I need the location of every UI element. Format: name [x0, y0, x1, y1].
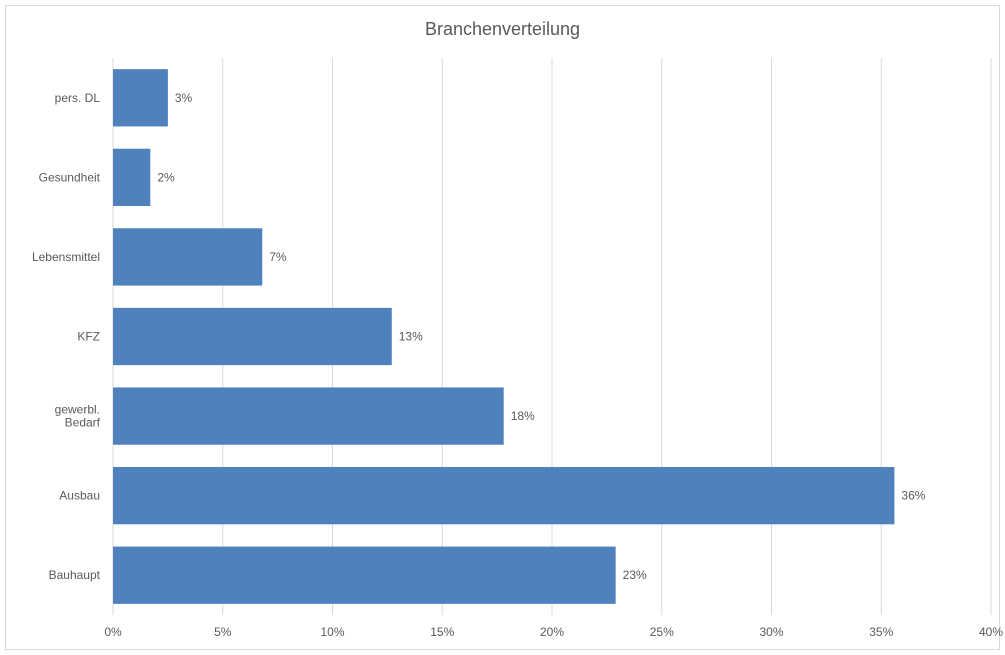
x-tick-label: 20%	[540, 625, 564, 639]
chart-title: Branchenverteilung	[424, 19, 581, 39]
x-tick-label: 10%	[320, 625, 344, 639]
data-labels: 3% 2% 7% 13% 18% 36% 23%	[157, 91, 925, 582]
bar	[113, 387, 504, 445]
category-label-line: Gesundheit	[39, 170, 101, 184]
category-label-line: Ausbau	[59, 489, 100, 503]
bar	[113, 69, 168, 127]
data-label: 23%	[623, 568, 647, 582]
category-label-line: KFZ	[77, 330, 100, 344]
bar	[113, 148, 151, 207]
category-label-line: Lebensmittel	[32, 250, 100, 264]
x-tick-label: 30%	[759, 625, 783, 639]
bar	[113, 546, 616, 604]
category-axis-labels: pers. DL Gesundheit Lebensmittel KFZ gewerbl…	[32, 91, 101, 582]
category-label: Ausbau	[59, 489, 100, 503]
x-tick-label: 35%	[869, 625, 893, 639]
value-axis-labels: 0% 5% 10% 15% 20% 25% 30% 35% 40%	[104, 625, 1003, 639]
x-tick-label: 15%	[430, 625, 454, 639]
category-label-line: Bedarf	[65, 416, 101, 430]
category-label-line: gewerbl.	[55, 403, 100, 417]
category-label: gewerbl. Bedarf	[55, 403, 101, 430]
category-label: Bauhaupt	[49, 568, 101, 582]
category-label: pers. DL	[55, 91, 101, 105]
data-label: 18%	[511, 409, 535, 423]
category-label-line: Bauhaupt	[49, 568, 101, 582]
x-tick-label: 40%	[979, 625, 1003, 639]
x-tick-label: 25%	[650, 625, 674, 639]
data-label: 3%	[175, 91, 193, 105]
bar	[113, 466, 895, 525]
x-tick-label: 0%	[104, 625, 122, 639]
bar	[113, 307, 392, 366]
category-label-line: pers. DL	[55, 91, 101, 105]
category-label: Gesundheit	[39, 170, 101, 184]
bars	[113, 69, 895, 604]
category-label: KFZ	[77, 330, 100, 344]
data-label: 36%	[901, 489, 925, 503]
data-label: 13%	[399, 330, 423, 344]
x-tick-label: 5%	[214, 625, 232, 639]
data-label: 7%	[269, 250, 287, 264]
bar	[113, 228, 263, 286]
data-label: 2%	[157, 170, 175, 184]
category-label: Lebensmittel	[32, 250, 100, 264]
